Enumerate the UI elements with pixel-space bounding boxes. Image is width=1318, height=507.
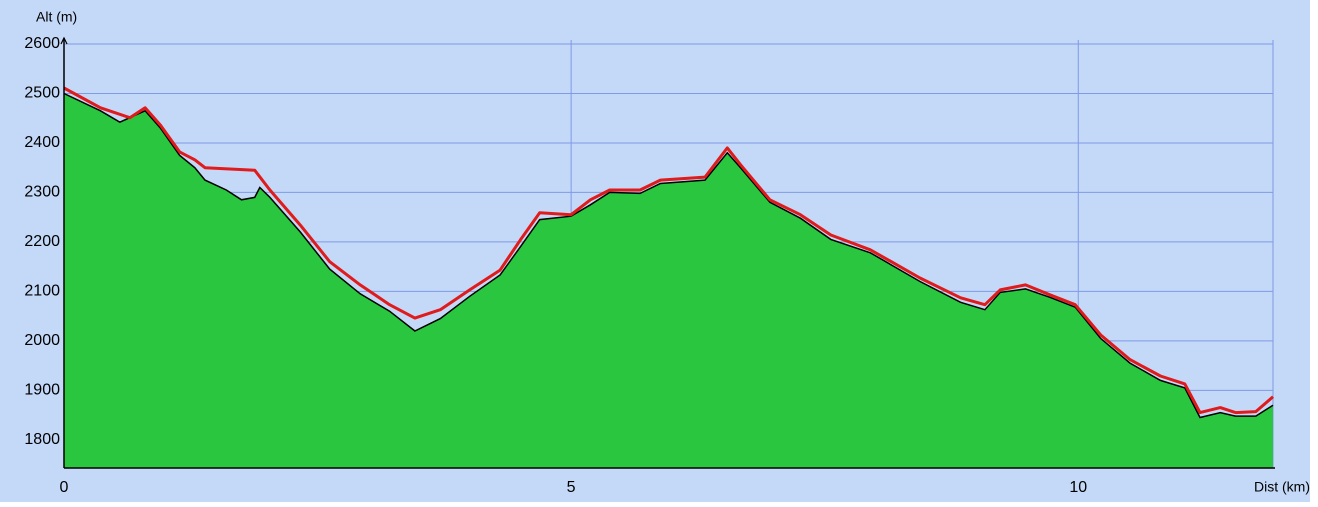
y-tick-label: 2300: [24, 184, 60, 201]
y-tick-label: 2200: [24, 233, 60, 250]
x-tick-label: 5: [567, 479, 576, 496]
terrain-outline: [63, 92, 1274, 419]
terrain-area: [64, 93, 1273, 468]
y-tick-label: 2600: [24, 35, 60, 52]
y-tick-label: 2100: [24, 283, 60, 300]
y-tick-label: 2500: [24, 85, 60, 102]
x-tick-label: 10: [1069, 479, 1087, 496]
x-tick-label: 0: [60, 479, 69, 496]
x-axis-label: Dist (km): [1254, 479, 1310, 495]
y-axis-label: Alt (m): [36, 9, 77, 25]
y-axis-arrow: [60, 36, 68, 45]
track-line: [63, 86, 1274, 415]
y-tick-label: 2000: [24, 332, 60, 349]
y-tick-label: 1800: [24, 431, 60, 448]
y-tick-label: 2400: [24, 134, 60, 151]
y-tick-label: 1900: [24, 382, 60, 399]
